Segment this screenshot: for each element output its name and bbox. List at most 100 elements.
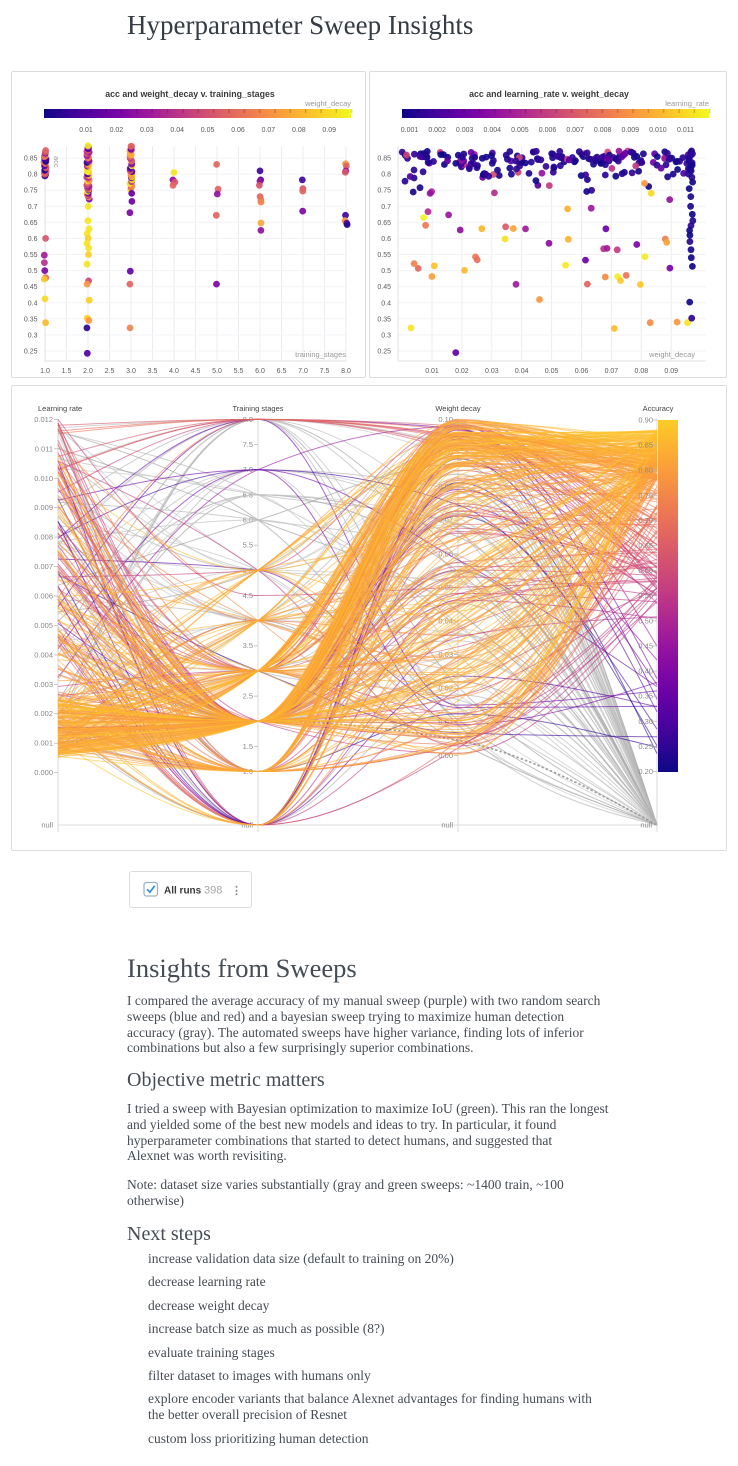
svg-text:Training stages: Training stages <box>233 404 284 413</box>
svg-text:weight_decay: weight_decay <box>304 99 351 108</box>
svg-text:0.40: 0.40 <box>638 667 653 676</box>
svg-text:0.6: 0.6 <box>28 236 38 243</box>
svg-text:0.25: 0.25 <box>377 349 391 356</box>
svg-text:0.06: 0.06 <box>231 127 245 134</box>
svg-text:0.35: 0.35 <box>377 316 391 323</box>
svg-text:0.25: 0.25 <box>638 742 653 751</box>
svg-text:0.30: 0.30 <box>638 717 653 726</box>
svg-text:null: null <box>441 821 453 830</box>
svg-text:0.50: 0.50 <box>638 616 653 625</box>
svg-text:0.80: 0.80 <box>638 466 653 475</box>
svg-text:0.011: 0.011 <box>677 127 694 134</box>
svg-text:0.005: 0.005 <box>511 127 529 134</box>
svg-text:0.05: 0.05 <box>201 127 215 134</box>
svg-text:0.010: 0.010 <box>649 127 667 134</box>
svg-text:398: 398 <box>204 885 222 897</box>
svg-text:0.011: 0.011 <box>35 444 53 453</box>
svg-text:0.01: 0.01 <box>79 127 93 134</box>
svg-text:0.85: 0.85 <box>24 156 38 163</box>
svg-text:weight_decay: weight_decay <box>648 350 695 359</box>
svg-text:0.008: 0.008 <box>34 533 53 542</box>
svg-text:0.009: 0.009 <box>34 503 53 512</box>
svg-text:0.007: 0.007 <box>566 127 584 134</box>
svg-text:2.0: 2.0 <box>83 368 93 375</box>
svg-text:0.85: 0.85 <box>377 156 391 163</box>
svg-text:0.04: 0.04 <box>170 127 184 134</box>
svg-text:0.002: 0.002 <box>34 709 53 718</box>
svg-text:0.75: 0.75 <box>638 491 653 500</box>
svg-text:0.002: 0.002 <box>428 127 446 134</box>
svg-text:0.01: 0.01 <box>425 368 439 375</box>
svg-text:7.5: 7.5 <box>320 368 330 375</box>
svg-text:0.05: 0.05 <box>545 368 559 375</box>
svg-text:training_stages: training_stages <box>295 350 346 359</box>
svg-text:0.35: 0.35 <box>638 692 653 701</box>
svg-text:0.7: 0.7 <box>28 204 38 211</box>
svg-text:0.45: 0.45 <box>377 284 391 291</box>
svg-text:4.0: 4.0 <box>169 368 179 375</box>
svg-text:2.5: 2.5 <box>243 692 253 701</box>
svg-text:0.005: 0.005 <box>34 621 53 630</box>
svg-text:0.5: 0.5 <box>28 268 38 275</box>
svg-text:0.06: 0.06 <box>438 549 453 558</box>
svg-text:5.5: 5.5 <box>234 368 244 375</box>
svg-text:0.000: 0.000 <box>34 768 53 777</box>
svg-text:0.07: 0.07 <box>605 368 619 375</box>
svg-text:3.5: 3.5 <box>243 641 253 650</box>
svg-text:0.75: 0.75 <box>377 188 391 195</box>
svg-text:0.001: 0.001 <box>401 127 419 134</box>
svg-text:4.5: 4.5 <box>243 591 253 600</box>
svg-text:7.0: 7.0 <box>298 368 308 375</box>
svg-text:learning_rate: learning_rate <box>665 99 709 108</box>
svg-text:1.5: 1.5 <box>243 742 253 751</box>
svg-text:0.03: 0.03 <box>485 368 499 375</box>
svg-text:0.012: 0.012 <box>34 415 53 424</box>
svg-text:0.45: 0.45 <box>24 284 38 291</box>
svg-text:0.07: 0.07 <box>262 127 276 134</box>
svg-text:0.08: 0.08 <box>292 127 306 134</box>
svg-text:0.04: 0.04 <box>438 617 453 626</box>
svg-text:0.65: 0.65 <box>377 220 391 227</box>
svg-text:0.4: 0.4 <box>381 300 391 307</box>
svg-text:0.003: 0.003 <box>34 680 53 689</box>
svg-text:0.90: 0.90 <box>638 416 653 425</box>
svg-text:3.0: 3.0 <box>126 368 136 375</box>
svg-text:0.006: 0.006 <box>34 592 53 601</box>
svg-text:0.06: 0.06 <box>575 368 589 375</box>
svg-text:2.5: 2.5 <box>105 368 115 375</box>
svg-text:0.65: 0.65 <box>24 220 38 227</box>
svg-text:0.02: 0.02 <box>455 368 469 375</box>
svg-text:0.006: 0.006 <box>539 127 557 134</box>
svg-text:0.55: 0.55 <box>377 252 391 259</box>
svg-text:0.55: 0.55 <box>24 252 38 259</box>
svg-text:0.04: 0.04 <box>515 368 529 375</box>
svg-text:7.5: 7.5 <box>243 440 253 449</box>
svg-text:0.8: 0.8 <box>28 172 38 179</box>
svg-text:acc and weight_decay v. traini: acc and weight_decay v. training_stages <box>105 89 275 99</box>
svg-text:0.09: 0.09 <box>322 127 336 134</box>
svg-text:Accuracy: Accuracy <box>643 404 674 413</box>
svg-text:0.60: 0.60 <box>638 566 653 575</box>
svg-text:Learning rate: Learning rate <box>38 404 82 413</box>
svg-text:0.08: 0.08 <box>634 368 648 375</box>
svg-text:0.4: 0.4 <box>28 300 38 307</box>
svg-text:acc: acc <box>52 156 61 168</box>
svg-text:0.001: 0.001 <box>34 739 53 748</box>
svg-text:All runs: All runs <box>164 886 202 897</box>
svg-text:0.007: 0.007 <box>34 562 53 571</box>
svg-text:6.0: 6.0 <box>255 368 265 375</box>
svg-text:0.009: 0.009 <box>622 127 640 134</box>
svg-text:3.5: 3.5 <box>148 368 158 375</box>
svg-text:0.45: 0.45 <box>638 642 653 651</box>
svg-text:null: null <box>41 821 53 830</box>
svg-text:0.6: 0.6 <box>381 236 391 243</box>
svg-text:0.004: 0.004 <box>34 650 53 659</box>
svg-text:0.010: 0.010 <box>34 474 53 483</box>
svg-text:1.5: 1.5 <box>62 368 72 375</box>
svg-text:0.55: 0.55 <box>638 591 653 600</box>
svg-text:1.0: 1.0 <box>40 368 50 375</box>
svg-text:null: null <box>640 821 652 830</box>
svg-text:0.65: 0.65 <box>638 541 653 550</box>
svg-text:5.5: 5.5 <box>243 541 253 550</box>
svg-text:0.004: 0.004 <box>484 127 502 134</box>
